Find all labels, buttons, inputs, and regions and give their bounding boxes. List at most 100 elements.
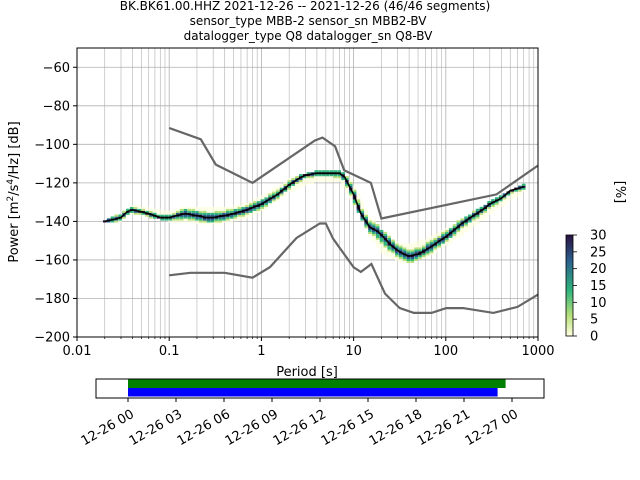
heatmap-cell (206, 218, 211, 221)
heatmap-cell (448, 235, 453, 238)
heatmap-cell (372, 222, 376, 225)
heatmap-cell (487, 212, 491, 215)
heatmap-cell (187, 214, 192, 217)
heatmap-cell (356, 199, 361, 202)
heatmap-cell (387, 247, 391, 250)
heatmap-cell (391, 247, 395, 250)
heatmap-cell (283, 181, 288, 184)
heatmap-cell (241, 212, 245, 215)
heatmap-cell (414, 243, 418, 246)
heatmap-cell (468, 214, 472, 217)
heatmap-cell (495, 201, 499, 204)
heatmap-cell (295, 185, 299, 188)
heatmap-cell (379, 237, 384, 240)
heatmap-cell (456, 235, 461, 238)
heatmap-cell (341, 177, 345, 181)
heatmap-cell (345, 175, 349, 179)
heatmap-cell (379, 243, 384, 246)
heatmap-cell (225, 210, 230, 213)
heatmap-cell (475, 214, 480, 217)
heatmap-cell (129, 210, 134, 213)
heatmap-cell (252, 202, 257, 206)
y-tick-label: −100 (34, 138, 70, 153)
heatmap-cell (333, 179, 338, 183)
heatmap-cell (410, 243, 415, 246)
heatmap-cell (145, 214, 149, 217)
heatmap-cell (398, 245, 403, 248)
heatmap-cell (421, 247, 426, 250)
heatmap-cell (521, 183, 526, 186)
heatmap-cell (391, 241, 395, 244)
heatmap-cell (483, 216, 488, 219)
heatmap-cell (225, 216, 230, 219)
heatmap-cell (298, 179, 303, 183)
heatmap-cell (337, 174, 342, 177)
heatmap-cell (345, 189, 349, 192)
heatmap-cell (475, 208, 480, 211)
timeline-bar (128, 379, 506, 388)
heatmap-cell (202, 214, 207, 217)
heatmap-cell (498, 204, 503, 208)
heatmap-cell (222, 220, 226, 223)
heatmap-cell (521, 187, 526, 190)
heatmap-cell (322, 177, 326, 181)
heatmap-cell (425, 254, 430, 258)
heatmap-cell (199, 218, 203, 221)
heatmap-cell (314, 170, 318, 173)
heatmap-cell (502, 193, 507, 196)
heatmap-cell (283, 193, 288, 196)
colorbar-tick-label: 30 (590, 229, 607, 244)
heatmap-cell (256, 199, 261, 202)
heatmap-cell (479, 212, 484, 215)
heatmap-cell (468, 224, 472, 227)
heatmap-cell (329, 175, 334, 179)
heatmap-cell (375, 245, 380, 248)
heatmap-cell (391, 254, 395, 258)
heatmap-cell (406, 251, 411, 254)
title-line-2: sensor_type MBB-2 sensor_sn MBB2-BV (190, 14, 428, 28)
heatmap-cell (237, 204, 242, 208)
heatmap-cell (325, 175, 330, 179)
heatmap-cell (183, 206, 188, 210)
y-tick-label: −60 (43, 61, 70, 76)
heatmap-cell (249, 210, 253, 213)
heatmap-cell (368, 228, 372, 231)
heatmap-cell (264, 197, 268, 200)
heatmap-cell (445, 243, 449, 246)
heatmap-cell (441, 233, 445, 236)
heatmap-cell (460, 228, 465, 231)
heatmap-cell (156, 210, 161, 213)
heatmap-cell (249, 202, 253, 206)
heatmap-cell (152, 210, 157, 213)
heatmap-cell (245, 212, 249, 215)
heatmap-cell (379, 245, 384, 248)
heatmap-cell (498, 201, 503, 204)
heatmap-cell (202, 222, 207, 225)
heatmap-cell (160, 214, 165, 217)
heatmap-cell (122, 210, 126, 213)
heatmap-cell (291, 177, 295, 181)
heatmap-cell (429, 249, 434, 252)
heatmap-cell (471, 210, 476, 213)
heatmap-cell (310, 174, 315, 177)
heatmap-cell (448, 241, 453, 244)
heatmap-cell (202, 212, 207, 215)
heatmap-cell (229, 206, 234, 210)
heatmap-cell (368, 222, 372, 225)
heatmap-cell (210, 214, 215, 217)
heatmap-cell (452, 231, 457, 235)
x-tick-label: 100 (433, 344, 458, 359)
heatmap-cell (414, 241, 418, 244)
heatmap-cell (398, 256, 403, 260)
timeline-tick-label: 12-27 00 (463, 407, 521, 449)
heatmap-cell (126, 212, 130, 215)
heatmap-cell (199, 208, 203, 211)
heatmap-cell (256, 197, 261, 200)
heatmap-cell (395, 247, 399, 250)
heatmap-cell (149, 208, 153, 211)
heatmap-cell (348, 185, 353, 188)
heatmap-cell (364, 210, 368, 213)
heatmap-cell (202, 208, 207, 211)
heatmap-cell (295, 183, 299, 186)
heatmap-cell (168, 220, 172, 223)
